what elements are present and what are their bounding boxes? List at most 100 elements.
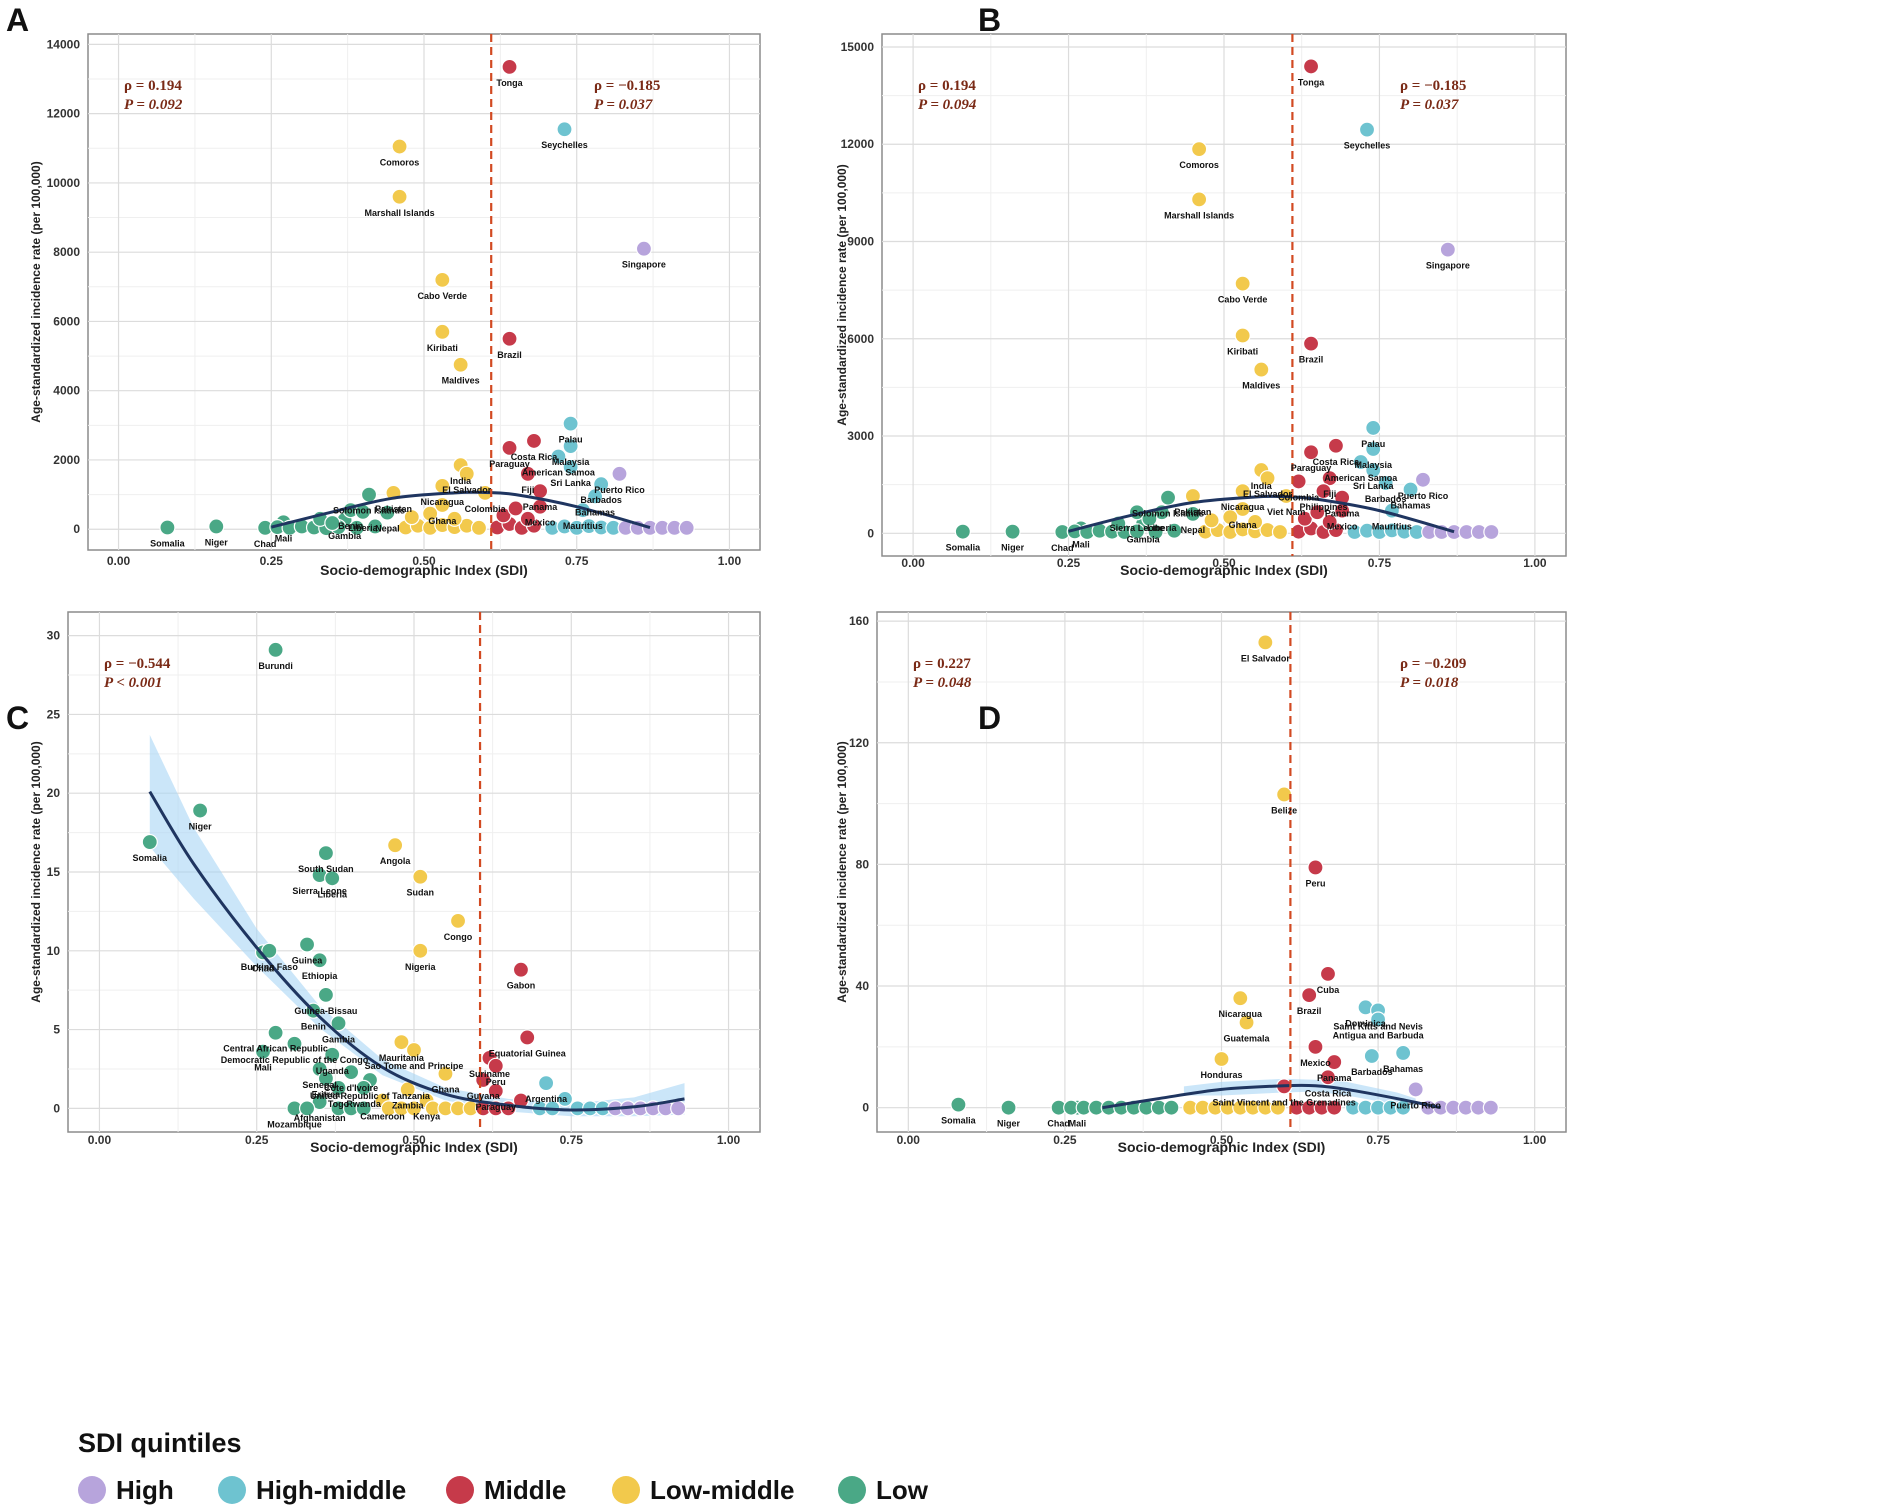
point-label: Niger — [189, 822, 213, 832]
panel-label-b: B — [978, 2, 1002, 38]
point-low — [298, 1100, 316, 1117]
point-label: Cabo Verde — [418, 291, 468, 301]
legend-label-high: High — [116, 1474, 174, 1505]
y-tick-label: 15000 — [841, 40, 875, 54]
point-low — [330, 1015, 347, 1032]
point-label: Somalia — [941, 1116, 977, 1126]
point-label: Nicaragua — [1221, 502, 1266, 512]
panel-a: 0.00 0.25 0.50 0.75 1.00 0 2000 4000 6000 8000 100… — [29, 33, 761, 578]
y-tick-label: 12000 — [841, 137, 875, 151]
point-label: Palau — [1361, 439, 1385, 449]
point-high-middle — [550, 448, 567, 465]
point-low-middle — [1191, 191, 1208, 208]
y-tick-label: 10 — [47, 944, 61, 958]
y-tick-label: 3000 — [847, 429, 874, 443]
point-label: Angola — [380, 856, 411, 866]
point-label: Fiji — [521, 485, 534, 495]
point-low — [950, 1096, 967, 1113]
point-middle — [525, 432, 543, 450]
point-low-middle — [452, 356, 469, 373]
point-label: Ghana — [1229, 520, 1258, 530]
point-low — [267, 641, 284, 658]
point-label: Paraguay — [1291, 463, 1332, 473]
y-tick-label: 120 — [849, 736, 869, 750]
point-label: India — [450, 476, 472, 486]
y-tick-label: 160 — [849, 614, 869, 628]
point-high-middle — [538, 1075, 555, 1092]
point-middle — [1327, 437, 1345, 454]
fitted-curve — [148, 790, 685, 1112]
point-label: Malaysia — [1354, 460, 1393, 470]
point-label: Chad — [252, 963, 275, 973]
y-tick-label: 6000 — [847, 332, 874, 346]
point-low — [1184, 505, 1202, 522]
point-low — [324, 1046, 341, 1063]
point-label: Tonga — [496, 78, 523, 88]
point-label: Burundi — [258, 661, 293, 671]
point-low — [254, 1043, 272, 1060]
point-label: Benin — [301, 1022, 326, 1032]
point-label: Solomon Islands — [333, 506, 405, 516]
point-label: Liberia — [1147, 523, 1178, 533]
point-label: Afghanistan — [294, 1113, 346, 1123]
y-tick-label: 15 — [47, 865, 61, 879]
point-label: Saint Kitts and Nevis — [1333, 1021, 1423, 1031]
point-middle — [519, 1029, 536, 1046]
point-middle — [501, 439, 518, 456]
point-low — [355, 1079, 372, 1096]
point-low — [1159, 489, 1177, 506]
point-label: Kiribati — [427, 343, 458, 353]
point-label: Comoros — [380, 158, 420, 168]
x-tick-label: 0.00 — [88, 1133, 112, 1147]
x-tick-label: 0.25 — [245, 1133, 269, 1147]
point-low-middle — [405, 1041, 423, 1059]
point-label: India — [1251, 481, 1273, 491]
stat-rho: ρ = 0.194 — [918, 78, 976, 94]
point-low — [379, 504, 396, 521]
x-tick-label: 0.50 — [402, 1133, 426, 1147]
point-label: Sao Tome and Principe — [365, 1061, 464, 1071]
point-label: Viet Nam — [1267, 507, 1305, 517]
x-axis-title: Socio-demographic Index (SDI) — [1120, 562, 1328, 578]
point-label: Brazil — [1297, 1006, 1322, 1016]
point-label: Sierra Leone — [292, 886, 347, 896]
point-high — [678, 519, 695, 536]
point-low-middle — [1271, 523, 1289, 541]
point-label: Mali — [254, 1063, 272, 1073]
point-label: Somalia — [946, 543, 982, 553]
point-label: El Salvador — [1243, 489, 1293, 499]
point-high — [1482, 1099, 1499, 1116]
point-label: Panama — [1325, 509, 1361, 519]
point-low — [348, 519, 365, 536]
point-label: Singapore — [622, 260, 666, 270]
point-high-middle — [562, 415, 579, 432]
point-low — [1163, 1099, 1180, 1116]
point-label: Seychelles — [1344, 141, 1391, 151]
point-label: Burkina Faso — [241, 962, 299, 972]
point-label: Benin — [338, 521, 363, 531]
point-high-middle — [1395, 1044, 1412, 1062]
point-label: Eritrea — [312, 1089, 342, 1099]
x-tick-label: 0.75 — [1366, 1133, 1390, 1147]
stat-rho: ρ = 0.194 — [124, 78, 182, 94]
point-low-middle — [1257, 634, 1274, 651]
y-tick-label: 0 — [867, 526, 874, 540]
point-label: Bahamas — [575, 507, 615, 517]
point-label: United Republic of Tanzania — [310, 1091, 431, 1101]
point-middle — [507, 500, 524, 517]
point-label: Mali — [1072, 539, 1090, 549]
point-label: Niger — [997, 1119, 1021, 1129]
point-label: Paraguay — [476, 1102, 517, 1112]
point-low-middle — [1259, 470, 1276, 487]
point-middle — [487, 1057, 504, 1074]
legend-title: SDI quintiles — [78, 1428, 242, 1458]
legend-item-middle: Middle — [446, 1472, 566, 1508]
point-low — [330, 1079, 347, 1096]
x-tick-label: 0.75 — [560, 1133, 584, 1147]
point-low — [159, 519, 176, 536]
x-tick-label: 0.25 — [1053, 1133, 1077, 1147]
x-tick-label: 0.50 — [412, 554, 436, 568]
y-tick-label: 8000 — [53, 245, 80, 259]
point-middle — [512, 961, 530, 978]
point-low — [360, 486, 378, 503]
